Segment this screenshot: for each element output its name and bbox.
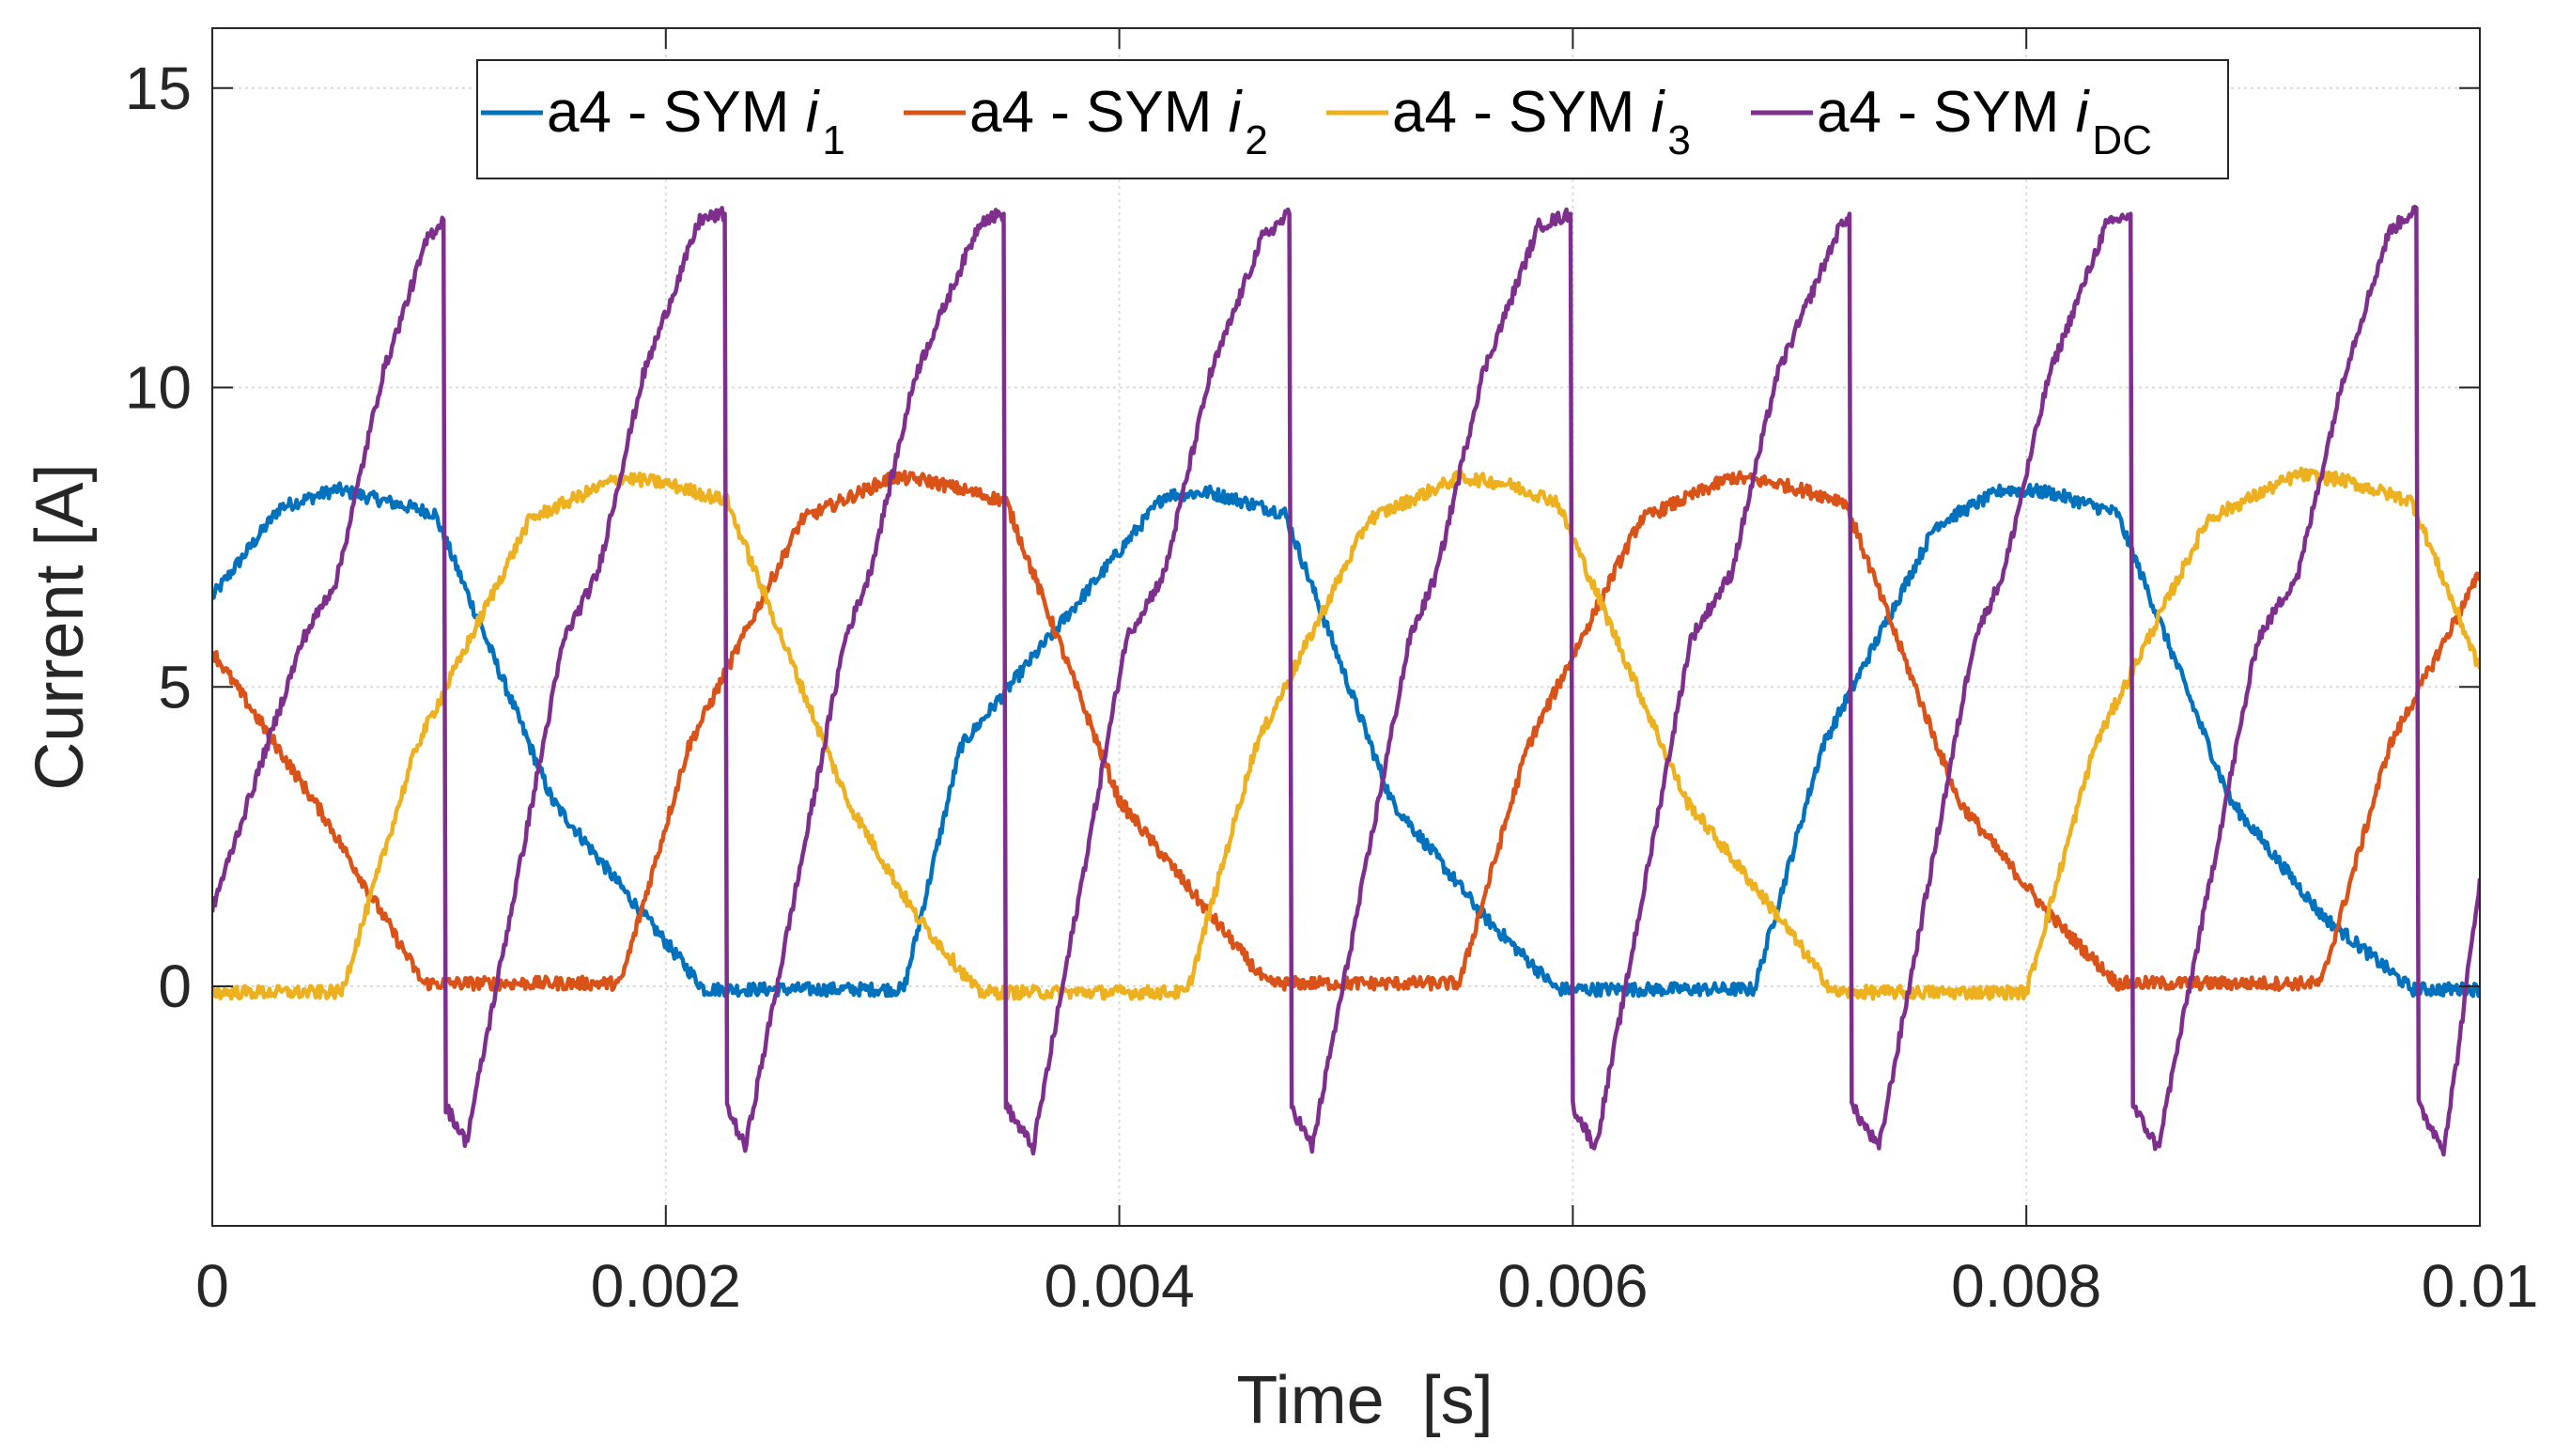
y-tick-label: 5 xyxy=(158,653,192,720)
series-line-4 xyxy=(212,205,2480,1157)
ticks: 0 0.002 0.004 0.006 0.008 0.01 0 5 10 15 xyxy=(125,28,2538,1320)
x-tick-label: 0 xyxy=(195,1252,229,1320)
y-tick-label: 0 xyxy=(158,953,192,1020)
x-tick-label: 0.01 xyxy=(2422,1252,2539,1320)
x-axis-label: Time [s] xyxy=(1236,1363,1493,1438)
y-axis-label: Current [A] xyxy=(23,463,98,790)
series-line-2 xyxy=(212,470,2480,993)
legend: a4 - SYM i1 a4 - SYM i2 a4 - SYM i3 a4 - SY… xyxy=(476,59,2229,179)
legend-entry-4: a4 - SYM iDC xyxy=(1817,80,2152,163)
series-line-1 xyxy=(212,481,2480,999)
legend-box xyxy=(476,59,2229,179)
y-tick-label: 15 xyxy=(125,54,192,122)
y-tick-label: 10 xyxy=(125,354,192,422)
plot-area xyxy=(212,205,2480,1157)
legend-entry-1: a4 - SYM i1 xyxy=(547,80,845,163)
x-tick-label: 0.004 xyxy=(1045,1252,1195,1320)
legend-entry-3: a4 - SYM i3 xyxy=(1392,80,1691,163)
x-tick-label: 0.006 xyxy=(1497,1252,1648,1320)
x-tick-label: 0.008 xyxy=(1951,1252,2101,1320)
series-line-3 xyxy=(212,466,2480,1001)
axes-box xyxy=(211,27,2481,1227)
x-tick-label: 0.002 xyxy=(591,1252,741,1320)
legend-entry-2: a4 - SYM i2 xyxy=(969,80,1268,163)
